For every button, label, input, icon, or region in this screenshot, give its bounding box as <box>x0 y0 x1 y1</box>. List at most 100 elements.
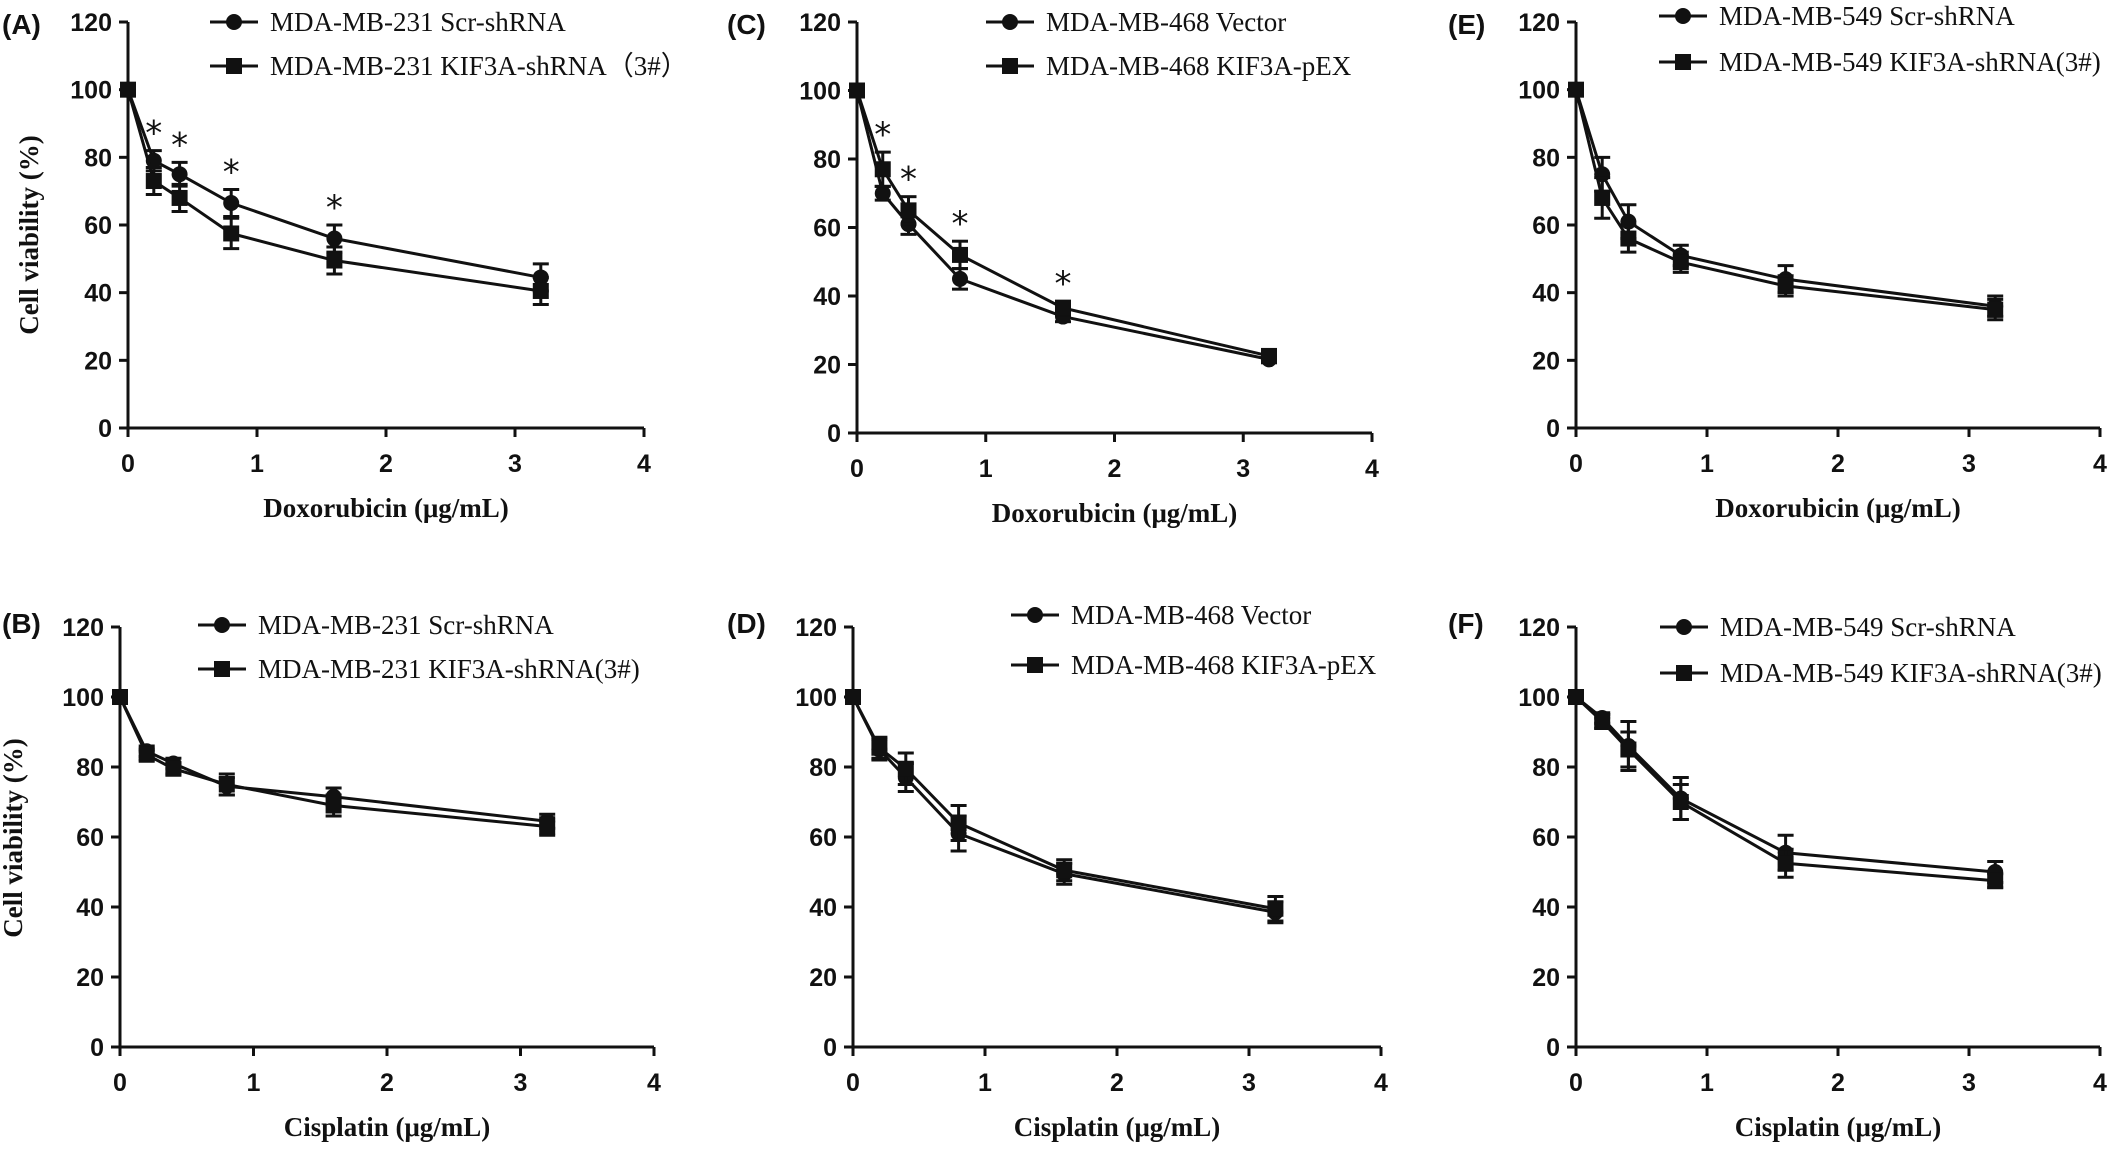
x-tick-label: 1 <box>979 455 993 483</box>
legend-label: MDA-MB-468 Vector <box>1071 600 1311 630</box>
x-tick-label: 4 <box>2093 450 2107 478</box>
series-line <box>126 89 542 279</box>
data-point <box>874 185 891 202</box>
data-point <box>532 282 549 299</box>
legend-marker <box>1027 657 1043 673</box>
legend-marker <box>1002 14 1018 30</box>
legend-item-0: MDA-MB-549 Scr-shRNA <box>1659 1 2015 31</box>
data-point <box>1620 741 1637 758</box>
y-tick-label: 20 <box>813 352 841 380</box>
chart-panel-4: 0 20 40 60 80 100 120 0 1 2 3 4 Doxorubicin (μg/mL) (… <box>1448 1 2107 523</box>
y-tick-label: 60 <box>84 212 112 240</box>
x-tick-label: 1 <box>1700 450 1714 478</box>
y-tick-label: 0 <box>823 1034 837 1062</box>
data-point <box>145 173 162 190</box>
data-point <box>1672 794 1689 810</box>
data-point <box>1987 301 2004 318</box>
y-tick-label: 20 <box>1532 347 1560 375</box>
chart-panel-1: 0 20 40 60 80 100 120 0 1 2 3 4 Cisplatin (μg/mL) Cel… <box>0 608 661 1142</box>
data-point <box>138 746 155 763</box>
x-axis-title: Doxorubicin (μg/mL) <box>1715 493 1961 523</box>
y-tick-label: 100 <box>70 77 112 105</box>
legend-marker <box>1676 665 1692 681</box>
panel-label: (B) <box>2 608 41 639</box>
legend-label: MDA-MB-549 KIF3A-shRNA(3#) <box>1720 658 2102 688</box>
panel-label: (F) <box>1448 608 1484 639</box>
y-tick-label: 20 <box>76 964 104 992</box>
x-tick-label: 0 <box>1569 450 1583 478</box>
panel-label: (E) <box>1448 9 1485 40</box>
data-point <box>1777 855 1794 872</box>
x-tick-label: 3 <box>1242 1069 1256 1097</box>
panel-label: (D) <box>727 608 766 639</box>
data-point <box>871 739 888 756</box>
y-tick-label: 100 <box>62 684 104 712</box>
y-tick-label: 100 <box>1518 77 1560 105</box>
y-tick-label: 40 <box>813 283 841 311</box>
data-point <box>1620 230 1637 247</box>
y-tick-label: 60 <box>1532 212 1560 240</box>
legend-item-1: MDA-MB-468 KIF3A-pEX <box>986 51 1352 81</box>
y-tick-label: 80 <box>84 144 112 172</box>
data-point <box>218 776 235 793</box>
legend-label: MDA-MB-468 KIF3A-pEX <box>1046 51 1352 81</box>
chart-panel-2: 0 20 40 60 80 100 120 0 1 2 3 4 Doxorubicin (μg/mL) (… <box>727 7 1379 528</box>
y-tick-label: 20 <box>1532 964 1560 992</box>
legend-marker <box>226 58 242 74</box>
chart-panel-0: 0 20 40 60 80 100 120 0 1 2 3 4 Doxorubicin (μg/mL) C… <box>2 7 688 523</box>
series-line <box>1574 89 1996 312</box>
legend-item-0: MDA-MB-231 Scr-shRNA <box>210 7 566 37</box>
data-point <box>952 270 968 287</box>
y-tick-label: 40 <box>76 894 104 922</box>
x-tick-label: 4 <box>1365 455 1379 483</box>
y-tick-label: 100 <box>795 684 837 712</box>
x-tick-label: 1 <box>250 450 264 478</box>
legend-item-0: MDA-MB-468 Vector <box>1011 600 1311 630</box>
series-1 <box>1568 81 2004 322</box>
y-tick-label: 0 <box>90 1034 104 1062</box>
legend-label: MDA-MB-549 Scr-shRNA <box>1720 612 2016 642</box>
legend-marker <box>1002 58 1018 74</box>
y-tick-label: 20 <box>809 964 837 992</box>
data-point <box>1568 81 1584 98</box>
series-0 <box>845 689 1284 925</box>
legend-item-0: MDA-MB-231 Scr-shRNA <box>198 610 554 640</box>
data-point <box>1568 689 1584 705</box>
data-point <box>900 202 917 219</box>
data-point <box>897 760 914 777</box>
panel-label: (C) <box>727 9 766 40</box>
y-tick-label: 40 <box>1532 280 1560 308</box>
y-tick-label: 0 <box>827 420 841 448</box>
data-point <box>950 815 967 831</box>
legend-marker <box>214 661 230 677</box>
y-tick-label: 20 <box>84 347 112 375</box>
x-axis-title: Cisplatin (μg/mL) <box>284 1112 491 1142</box>
data-point <box>326 252 343 269</box>
x-tick-label: 0 <box>1569 1069 1583 1097</box>
series-line <box>855 90 1270 358</box>
legend-marker <box>1676 619 1692 635</box>
data-point <box>1594 713 1611 730</box>
y-tick-label: 120 <box>70 9 112 37</box>
y-tick-label: 120 <box>799 9 841 37</box>
data-point <box>171 166 188 183</box>
legend-item-0: MDA-MB-549 Scr-shRNA <box>1660 612 2016 642</box>
y-tick-label: 120 <box>1518 614 1560 642</box>
legend-marker <box>1027 607 1043 623</box>
significance-star: * <box>145 114 162 154</box>
data-point <box>1594 189 1611 206</box>
significance-star: * <box>326 188 343 228</box>
x-axis-title: Doxorubicin (μg/mL) <box>263 493 509 523</box>
y-tick-label: 60 <box>813 215 841 243</box>
x-tick-label: 2 <box>1831 450 1845 478</box>
data-point <box>165 760 182 777</box>
data-point <box>874 161 891 178</box>
series-1 <box>845 689 1284 923</box>
data-point <box>1777 277 1794 294</box>
significance-star: * <box>900 160 917 200</box>
x-tick-label: 0 <box>846 1069 860 1097</box>
legend-item-0: MDA-MB-468 Vector <box>986 7 1286 37</box>
y-tick-label: 80 <box>1532 144 1560 172</box>
y-tick-label: 80 <box>1532 754 1560 782</box>
series-line <box>851 696 1276 911</box>
